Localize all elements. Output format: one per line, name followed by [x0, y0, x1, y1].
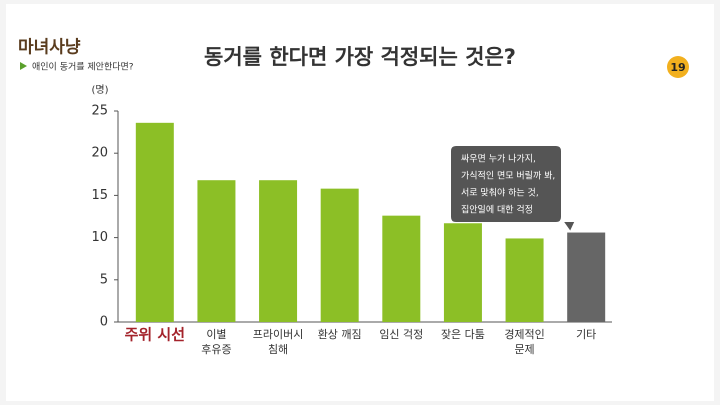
x-tick-label: 기타	[576, 328, 596, 341]
chart-title: 동거를 한다면 가장 걱정되는 것은?	[204, 45, 516, 69]
x-tick-label: 문제	[514, 343, 534, 356]
x-tick-label: 후유증	[201, 343, 231, 356]
y-tick-label: 15	[91, 188, 108, 203]
rating-badge	[667, 56, 689, 78]
callout-box	[451, 146, 575, 231]
callout-text: 싸우면 누가 나가지,	[461, 154, 536, 165]
bar	[443, 223, 482, 322]
y-unit: (명)	[91, 84, 108, 96]
bar	[197, 180, 236, 322]
y-tick-label: 20	[91, 146, 108, 161]
callout-text: 집안일에 대한 걱정	[461, 204, 533, 216]
x-tick-label: 임신 걱정	[379, 328, 423, 341]
x-tick-label: 주위 시선	[125, 326, 185, 344]
y-tick-label: 0	[100, 315, 108, 330]
x-tick-label: 잦은 다툼	[441, 328, 485, 341]
bar	[135, 122, 174, 322]
y-tick-label: 25	[91, 104, 108, 119]
logo-subtitle: 애인이 동거를 제안한다면?	[32, 62, 134, 73]
y-tick-label: 5	[100, 272, 108, 287]
rating-text: 19	[670, 61, 685, 74]
bar	[567, 232, 606, 322]
y-tick-label: 10	[91, 230, 108, 245]
x-tick-label: 프라이버시	[253, 328, 304, 341]
logo-arrow	[20, 62, 27, 70]
bar	[259, 180, 298, 322]
x-tick-label: 환상 깨짐	[318, 328, 362, 341]
x-tick-label: 경제적인	[504, 328, 544, 341]
logo-title: 마녀사냥	[18, 38, 81, 58]
x-tick-label: 침해	[268, 342, 288, 356]
bar	[382, 215, 421, 322]
bar	[505, 238, 544, 322]
callout-text: 서로 맞춰야 하는 것,	[461, 187, 539, 199]
callout-text: 가식적인 면모 버릴까 봐,	[461, 170, 555, 182]
bar	[320, 188, 359, 322]
x-tick-label: 이별	[206, 328, 226, 341]
panel	[6, 4, 714, 401]
